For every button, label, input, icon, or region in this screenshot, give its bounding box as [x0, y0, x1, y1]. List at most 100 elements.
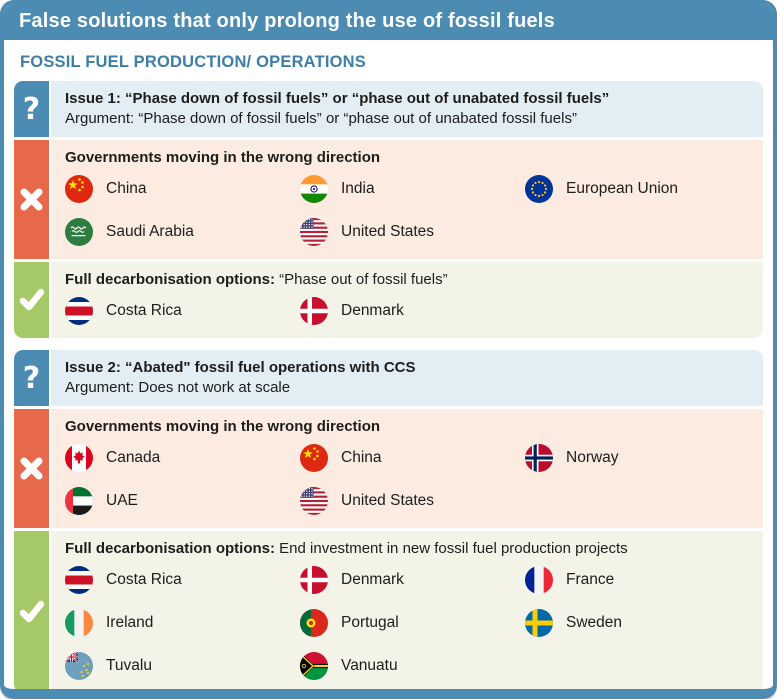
country-item: China: [65, 167, 300, 210]
country-label: Vanuatu: [341, 656, 398, 674]
united-states-flag-icon: [300, 217, 328, 246]
costa-rica-flag-icon: [65, 565, 93, 594]
canada-flag-icon: [65, 443, 93, 472]
decarbonisation-row: Full decarbonisation options: End invest…: [14, 531, 763, 689]
china-flag-icon: [300, 443, 328, 472]
denmark-flag-icon: [300, 296, 328, 325]
sweden-flag-icon: [525, 608, 553, 637]
country-item: European Union: [525, 167, 749, 210]
decarbonisation-heading: Full decarbonisation options: “Phase out…: [65, 271, 448, 288]
china-flag-icon: [65, 174, 93, 203]
check-icon: [19, 288, 44, 311]
wrong-direction-heading: Governments moving in the wrong directio…: [65, 149, 381, 166]
united-states-flag-icon: [300, 486, 328, 515]
vanuatu-flag-icon: [300, 651, 328, 680]
issue-argument: Argument: Does not work at scale: [65, 379, 291, 396]
country-label: Canada: [106, 448, 161, 466]
page-title: False solutions that only prolong the us…: [19, 10, 555, 32]
country-grid: China India European Union Saudi Arabia Unit…: [65, 167, 749, 253]
tuvalu-flag-icon: [65, 651, 93, 680]
country-grid: Costa Rica Denmark: [65, 289, 749, 332]
european-union-flag-icon: [525, 174, 553, 203]
country-item: Canada: [65, 436, 300, 479]
country-item: United States: [300, 210, 525, 253]
india-flag-icon: [300, 174, 328, 203]
country-item: Tuvalu: [65, 644, 300, 687]
portugal-flag-icon: [300, 608, 328, 637]
cross-icon: [20, 457, 43, 480]
check-icon: [19, 600, 44, 623]
wrong-direction-row: Governments moving in the wrong directio…: [14, 409, 763, 528]
issue-group-2: ? Issue 2: “Abated" fossil fuel operation…: [14, 350, 763, 689]
issue-header-row: ? Issue 1: “Phase down of fossil fuels” o…: [14, 81, 763, 137]
country-label: Portugal: [341, 613, 399, 631]
wrong-direction-cell: Governments moving in the wrong directio…: [51, 140, 763, 259]
country-label: European Union: [566, 179, 679, 197]
country-item: UAE: [65, 479, 300, 522]
issue-title: Issue 2: “Abated" fossil fuel operations…: [65, 359, 416, 376]
cross-icon-cell: [14, 140, 49, 259]
country-label: Costa Rica: [106, 570, 182, 588]
issue-header-cell: Issue 1: “Phase down of fossil fuels” or…: [51, 81, 763, 137]
question-icon-cell: ?: [14, 350, 49, 406]
issue-argument: Argument: “Phase down of fossil fuels” o…: [65, 110, 577, 127]
issue-group-1: ? Issue 1: “Phase down of fossil fuels” o…: [14, 81, 763, 338]
section-heading: FOSSIL FUEL PRODUCTION/ OPERATIONS: [20, 53, 366, 71]
decarbonisation-row: Full decarbonisation options: “Phase out…: [14, 262, 763, 338]
country-item: United States: [300, 479, 525, 522]
country-label: Denmark: [341, 570, 404, 588]
country-label: Ireland: [106, 613, 154, 631]
question-mark-icon: ?: [22, 360, 41, 396]
issues-container: ? Issue 1: “Phase down of fossil fuels” o…: [4, 81, 773, 689]
uae-flag-icon: [65, 486, 93, 515]
denmark-flag-icon: [300, 565, 328, 594]
country-label: France: [566, 570, 615, 588]
country-label: Sweden: [566, 613, 623, 631]
france-flag-icon: [525, 565, 553, 594]
saudi-arabia-flag-icon: [65, 217, 93, 246]
country-item: India: [300, 167, 525, 210]
issue-title: Issue 1: “Phase down of fossil fuels” or…: [65, 90, 610, 107]
issue-header-cell: Issue 2: “Abated" fossil fuel operations…: [51, 350, 763, 406]
country-item: Portugal: [300, 601, 525, 644]
country-item: Denmark: [300, 558, 525, 601]
country-item: Costa Rica: [65, 558, 300, 601]
country-item: Denmark: [300, 289, 525, 332]
country-item: Saudi Arabia: [65, 210, 300, 253]
country-item: Sweden: [525, 601, 749, 644]
decarbonisation-cell: Full decarbonisation options: End invest…: [51, 531, 763, 689]
decarbonisation-heading: Full decarbonisation options: End invest…: [65, 540, 628, 557]
country-item: Costa Rica: [65, 289, 300, 332]
question-mark-icon: ?: [22, 91, 41, 127]
country-label: India: [341, 179, 375, 197]
cross-icon: [20, 188, 43, 211]
country-label: Saudi Arabia: [106, 222, 194, 240]
country-item: Ireland: [65, 601, 300, 644]
country-label: China: [106, 179, 147, 197]
country-grid: Canada China Norway UAE United States: [65, 436, 749, 522]
title-bar: False solutions that only prolong the us…: [4, 4, 773, 40]
issue-header-row: ? Issue 2: “Abated" fossil fuel operation…: [14, 350, 763, 406]
norway-flag-icon: [525, 443, 553, 472]
country-label: Norway: [566, 448, 619, 466]
country-label: Denmark: [341, 301, 404, 319]
country-label: Tuvalu: [106, 656, 152, 674]
wrong-direction-heading: Governments moving in the wrong directio…: [65, 418, 381, 435]
wrong-direction-row: Governments moving in the wrong directio…: [14, 140, 763, 259]
wrong-direction-cell: Governments moving in the wrong directio…: [51, 409, 763, 528]
check-icon-cell: [14, 531, 49, 689]
country-label: United States: [341, 222, 435, 240]
costa-rica-flag-icon: [65, 296, 93, 325]
country-label: China: [341, 448, 382, 466]
check-icon-cell: [14, 262, 49, 338]
country-grid: Costa Rica Denmark France Ireland Portugal Sw…: [65, 558, 749, 687]
question-icon-cell: ?: [14, 81, 49, 137]
cross-icon-cell: [14, 409, 49, 528]
country-label: UAE: [106, 491, 138, 509]
country-item: France: [525, 558, 749, 601]
country-item: China: [300, 436, 525, 479]
ireland-flag-icon: [65, 608, 93, 637]
country-item: Vanuatu: [300, 644, 525, 687]
country-label: United States: [341, 491, 435, 509]
